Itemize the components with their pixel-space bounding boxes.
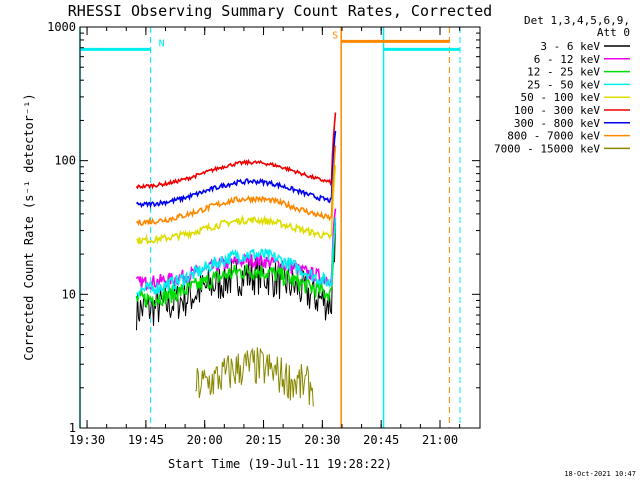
x-axis-label: Start Time (19-Jul-11 19:28:22) — [168, 457, 392, 471]
series-line-4 — [136, 165, 337, 245]
legend-label-1: 6 - 12 keV — [534, 53, 601, 66]
x-tick-label-4: 20:30 — [304, 433, 340, 447]
x-tick-label-6: 21:00 — [422, 433, 458, 447]
plot-area: NS — [79, 27, 461, 428]
legend-label-6: 300 - 800 keV — [514, 117, 600, 130]
axes: 1 10 100 1000 19:30 19:45 20:00 20:15 20:30 20:45… — [47, 20, 481, 447]
series-line-5 — [135, 112, 337, 190]
y-tick-label-3: 1000 — [47, 20, 76, 34]
legend-label-0: 3 - 6 keV — [540, 40, 600, 53]
legend-label-7: 800 - 7000 keV — [507, 130, 600, 143]
legend-label-4: 50 - 100 keV — [521, 91, 601, 104]
x-tick-label-1: 19:45 — [128, 433, 164, 447]
y-tick-label-2: 100 — [54, 154, 76, 168]
plot-frame — [79, 26, 481, 429]
timestamp: 18-Oct-2021 10:47 — [564, 470, 636, 478]
flag-label-s: S — [332, 30, 338, 41]
y-tick-label-1: 10 — [62, 287, 76, 301]
series-line-6 — [135, 130, 337, 209]
series-line-7 — [135, 145, 337, 227]
chart-title: RHESSI Observing Summary Count Rates, Co… — [68, 2, 492, 20]
legend-label-2: 12 - 25 keV — [527, 66, 600, 79]
legend-label-8: 7000 - 15000 keV — [494, 142, 600, 155]
legend-header-0: Det 1,3,4,5,6,9, — [524, 14, 630, 27]
y-tick-label-0: 1 — [69, 421, 76, 435]
legend-label-5: 100 - 300 keV — [514, 104, 600, 117]
legend-label-3: 25 - 50 keV — [527, 78, 600, 91]
series-line-2 — [135, 225, 337, 309]
x-tick-label-5: 20:45 — [363, 433, 399, 447]
series-line-3 — [136, 217, 337, 299]
y-axis-label: Corrected Count Rate (s⁻¹ detector⁻¹) — [22, 93, 36, 360]
x-tick-label-0: 19:30 — [69, 433, 105, 447]
x-tick-label-3: 20:15 — [245, 433, 281, 447]
legend-header-1: Att 0 — [597, 26, 630, 39]
x-tick-label-2: 20:00 — [187, 433, 223, 447]
flag-label-n: N — [159, 38, 165, 49]
series-line-8 — [195, 347, 314, 407]
